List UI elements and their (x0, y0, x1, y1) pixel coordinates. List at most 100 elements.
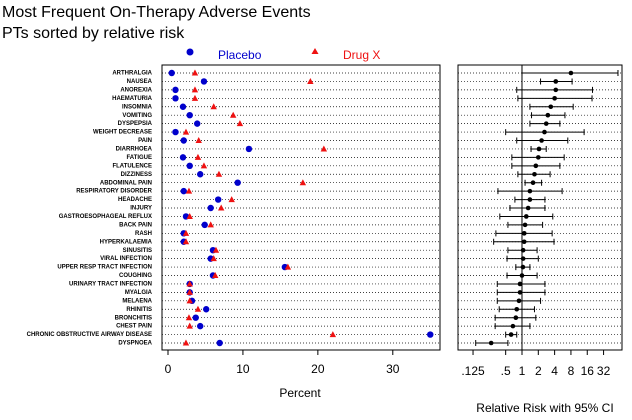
estimate-dot (533, 163, 539, 169)
category-label: BACK PAIN (119, 222, 152, 228)
category-label: URINARY TRACT INFECTION (69, 282, 152, 288)
dot (179, 103, 187, 110)
estimate-dot (553, 79, 559, 84)
category-label: FATIGUE (126, 155, 152, 161)
dot (168, 69, 175, 77)
category-label: MELAENA (122, 298, 152, 304)
x-tick-label: 0 (165, 362, 172, 376)
x-tick-label: 20 (311, 362, 325, 376)
category-label: MYALGIA (125, 290, 153, 296)
dot (217, 204, 225, 211)
dot (228, 196, 235, 203)
x-tick-label: 16 (581, 364, 595, 378)
dot (210, 255, 217, 262)
category-label: CHEST PAIN (116, 324, 152, 330)
dot (200, 78, 208, 85)
dot (216, 339, 223, 347)
estimate-dot (536, 155, 541, 160)
estimate-dot (508, 332, 514, 337)
estimate-dot (520, 247, 526, 253)
category-label: DIZZINESS (121, 172, 152, 178)
dot (210, 103, 217, 110)
estimate-dot (521, 231, 527, 236)
chart-subtitle: PTs sorted by relative risk (2, 25, 185, 42)
dot (234, 179, 241, 186)
dot (200, 162, 208, 169)
estimate-dot (530, 180, 536, 185)
dot (179, 154, 187, 161)
x-axis-label: Relative Risk with 95% CI (476, 401, 613, 415)
category-label: HAEMATURIA (112, 96, 153, 102)
estimate-dot (516, 298, 522, 304)
dot (191, 94, 199, 101)
dot (195, 137, 202, 143)
dot (186, 297, 193, 304)
dot (186, 212, 193, 219)
dot (197, 322, 204, 330)
dot (329, 331, 337, 338)
category-label: DIARRHOEA (116, 147, 153, 153)
estimate-dot (536, 146, 542, 152)
category-label: COUGHING (119, 273, 152, 279)
category-label: INJURY (130, 206, 152, 212)
category-label: PAIN (138, 138, 152, 144)
x-tick-label: .125 (461, 364, 485, 378)
dot (186, 280, 193, 287)
dot (194, 305, 202, 312)
category-label: INSOMNIA (122, 104, 153, 110)
x-tick-label: 10 (236, 362, 250, 376)
estimate-dot (527, 188, 533, 194)
dot (299, 179, 307, 186)
x-tick-label: 2 (535, 364, 542, 378)
x-tick-label: 1 (519, 364, 526, 378)
dot (182, 238, 190, 245)
category-label: ANOREXIA (120, 87, 152, 93)
estimate-dot (521, 239, 527, 245)
estimate-dot (542, 129, 547, 135)
legend-label: Placebo (218, 48, 262, 62)
dot (212, 272, 219, 278)
category-label: DYSPEPSIA (118, 121, 153, 127)
x-tick-label: .5 (501, 364, 511, 378)
estimate-dot (520, 264, 526, 270)
dot (182, 128, 190, 135)
estimate-dot (527, 197, 533, 202)
estimate-dot (532, 171, 537, 177)
dot (186, 111, 193, 119)
estimate-dot (525, 205, 531, 211)
dot (186, 288, 193, 295)
estimate-dot (553, 87, 559, 93)
dot (194, 153, 202, 160)
category-label: HEADACHE (118, 197, 152, 203)
category-label: VIRAL INFECTION (100, 256, 152, 262)
dot (191, 69, 199, 76)
dot (284, 263, 292, 270)
category-label: GASTROESOPHAGEAL REFLUX (59, 214, 152, 220)
category-label: ARTHRALGIA (112, 71, 152, 77)
category-label: FLATULENCE (112, 163, 152, 169)
category-label: HYPERKALAEMIA (100, 239, 153, 245)
category-label: SINUSITIS (123, 248, 152, 254)
right-panel (457, 64, 623, 351)
category-label: ABDOMINAL PAIN (100, 180, 152, 186)
dot (194, 120, 201, 127)
dot (182, 229, 190, 236)
dot (229, 111, 237, 118)
dot (182, 339, 190, 346)
category-label: RESPIRATORY DISORDER (76, 189, 152, 195)
estimate-dot (522, 222, 528, 228)
category-label: RASH (135, 231, 152, 237)
dot (180, 187, 187, 195)
estimate-dot (517, 290, 523, 295)
estimate-dot (523, 214, 529, 219)
x-axis-label: Percent (279, 386, 321, 400)
estimate-dot (514, 306, 520, 312)
dot (201, 221, 208, 229)
legend-label: Drug X (343, 48, 380, 62)
dot (185, 314, 193, 321)
category-label: WEIGHT DECREASE (93, 130, 152, 136)
estimate-dot (552, 96, 557, 101)
dot (186, 322, 193, 329)
dot (180, 137, 187, 144)
